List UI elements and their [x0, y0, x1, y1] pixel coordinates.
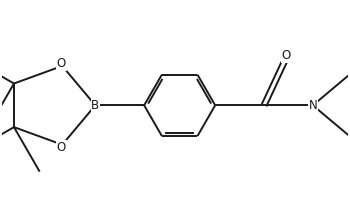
Text: O: O: [281, 49, 290, 62]
Text: O: O: [57, 57, 66, 70]
Text: O: O: [57, 141, 66, 154]
Text: B: B: [91, 99, 99, 112]
Text: N: N: [308, 99, 317, 112]
